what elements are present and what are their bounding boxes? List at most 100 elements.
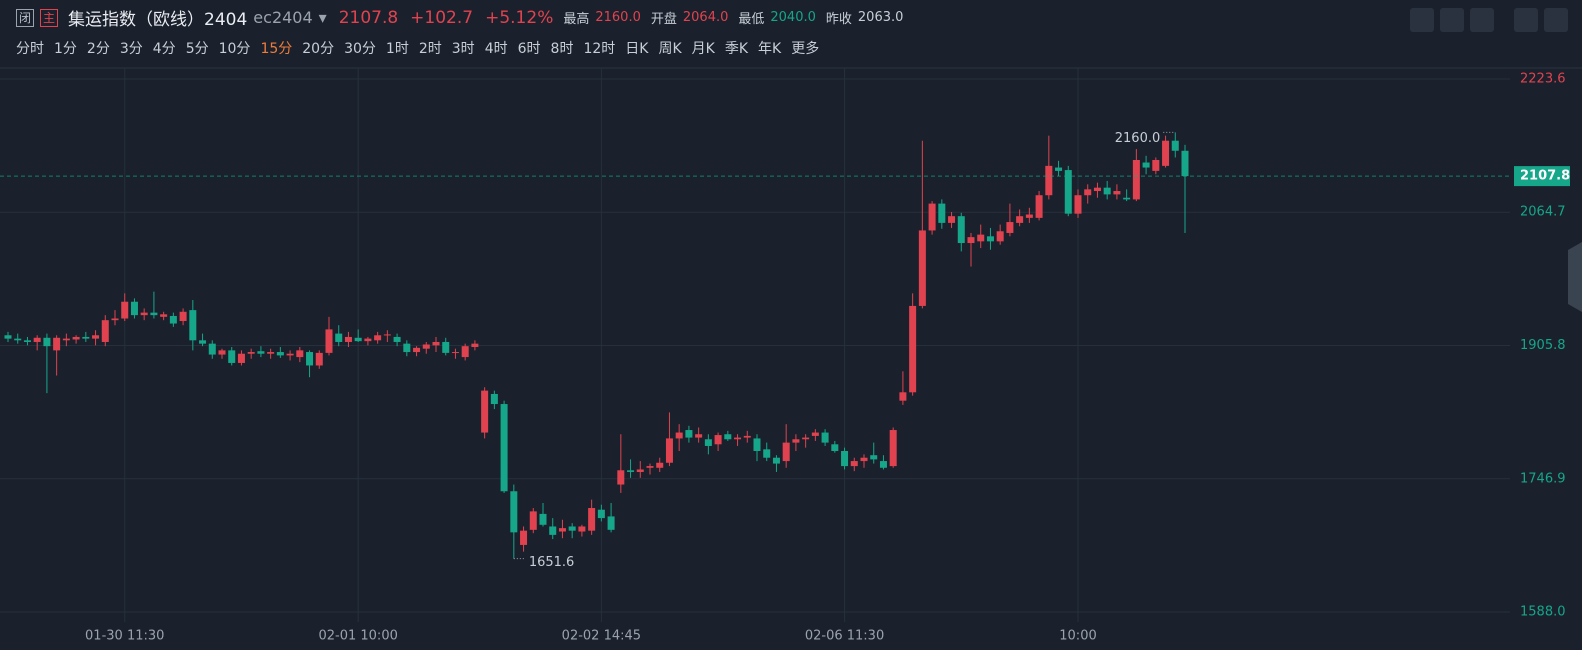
period-tab[interactable]: 6时 (517, 41, 541, 57)
close-button[interactable] (1544, 8, 1568, 32)
period-tab[interactable]: 1时 (385, 41, 409, 57)
candle-body (1123, 197, 1131, 200)
candle-body (1132, 159, 1140, 200)
candle-body (870, 455, 878, 460)
period-tab[interactable]: 季K (724, 41, 749, 57)
period-tab[interactable]: 15分 (260, 41, 293, 57)
period-tab[interactable]: 周K (658, 41, 682, 57)
candle-body (344, 336, 352, 342)
candle-body (199, 340, 207, 344)
candle-body (228, 350, 236, 363)
candle-body (286, 353, 294, 356)
candle-body (811, 432, 819, 436)
candle-body (179, 311, 187, 322)
tool-button[interactable] (1470, 8, 1494, 32)
candle-body (111, 318, 119, 321)
y-tick-label: 1746.9 (1520, 471, 1566, 486)
period-tab[interactable]: 10分 (218, 41, 251, 57)
candle-body (529, 511, 537, 530)
candle-body (140, 312, 148, 316)
candle-body (510, 491, 518, 533)
period-tab[interactable]: 年K (758, 41, 782, 57)
candle-body (325, 329, 333, 353)
candle-body (928, 203, 936, 231)
candle-body (646, 466, 654, 468)
side-tab[interactable] (1568, 242, 1582, 312)
period-tab[interactable]: 12时 (583, 41, 616, 57)
candle-body (237, 353, 245, 363)
last-price-label: 2107.8 (1520, 169, 1570, 184)
candle-body (1025, 214, 1033, 218)
stat-value: 2160.0 (595, 10, 641, 25)
period-tab[interactable]: 2时 (418, 41, 442, 57)
period-tab[interactable]: 2分 (86, 41, 110, 57)
period-tab[interactable]: 30分 (344, 41, 376, 57)
candle-body (1006, 222, 1014, 233)
candle-body (743, 435, 751, 438)
period-tab[interactable]: 4时 (484, 41, 508, 57)
x-tick-label: 02-01 10:00 (318, 629, 397, 644)
candle-body (889, 430, 897, 467)
y-tick-label: 1588.0 (1520, 605, 1566, 620)
candle-body (471, 343, 479, 348)
max-label: 2160.0 (1115, 131, 1161, 146)
period-tab[interactable]: 更多 (791, 41, 820, 57)
candle-body (1084, 189, 1092, 196)
candle-body (1074, 195, 1082, 214)
candle-body (957, 216, 965, 244)
candle-body (208, 343, 216, 355)
candle-body (481, 390, 489, 433)
candle-body (14, 338, 22, 341)
badge[interactable]: 主 (40, 8, 59, 27)
candle-body (121, 301, 129, 319)
candle-body (948, 216, 956, 223)
tool-button[interactable] (1440, 8, 1464, 32)
candle-body (276, 352, 284, 356)
candle-body (451, 352, 459, 354)
candle-body (1064, 170, 1072, 214)
candle-body (918, 230, 926, 306)
candle-body (169, 315, 177, 324)
candle-body (315, 352, 323, 366)
candle-body (150, 312, 158, 316)
candle-body (899, 392, 907, 401)
period-tab[interactable]: 1分 (54, 41, 77, 57)
period-tab[interactable]: 月K (691, 41, 715, 57)
period-tab[interactable]: 3分 (119, 41, 143, 57)
x-tick-label: 02-06 11:30 (805, 629, 884, 644)
candle-body (218, 350, 226, 355)
candle-body (1093, 187, 1101, 192)
tool-button[interactable] (1410, 8, 1434, 32)
x-tick-label: 10:00 (1059, 629, 1096, 644)
period-tab[interactable]: 8时 (550, 41, 574, 57)
candle-body (821, 432, 829, 443)
period-tab[interactable]: 20分 (302, 41, 335, 57)
code[interactable]: ec2404 (253, 8, 313, 27)
candle-body (374, 335, 382, 341)
y-tick-label: 2064.7 (1520, 205, 1566, 220)
candle-body (1016, 216, 1024, 223)
candle-body (724, 434, 732, 440)
stat-label: 最高 (563, 12, 590, 27)
candle-body (714, 435, 722, 445)
candle-body (792, 439, 800, 443)
last-price-box (1514, 166, 1570, 187)
period-tab[interactable]: 4分 (152, 41, 176, 57)
candle-body (364, 338, 372, 342)
period-tab[interactable]: 5分 (185, 41, 209, 57)
dropdown[interactable]: ▾ (318, 8, 327, 27)
candle-body (685, 430, 693, 438)
period-tab[interactable]: 3时 (451, 41, 475, 57)
candle-body (130, 301, 138, 316)
y-tick-label: 2223.6 (1520, 71, 1566, 86)
period-tab[interactable]: 日K (625, 41, 649, 57)
candle-body (1171, 140, 1179, 151)
candle-body (1162, 140, 1170, 166)
candle-body (996, 231, 1004, 242)
period-tab[interactable]: 分时 (16, 41, 44, 57)
fullscreen-button[interactable] (1514, 8, 1538, 32)
badge[interactable]: 闭 (16, 8, 35, 27)
x-tick-label: 02-02 14:45 (562, 629, 641, 644)
quote-row: 闭 主 集运指数（欧线）2404 ec2404 ▾ 2107.8 +102.7 +… (16, 5, 903, 30)
